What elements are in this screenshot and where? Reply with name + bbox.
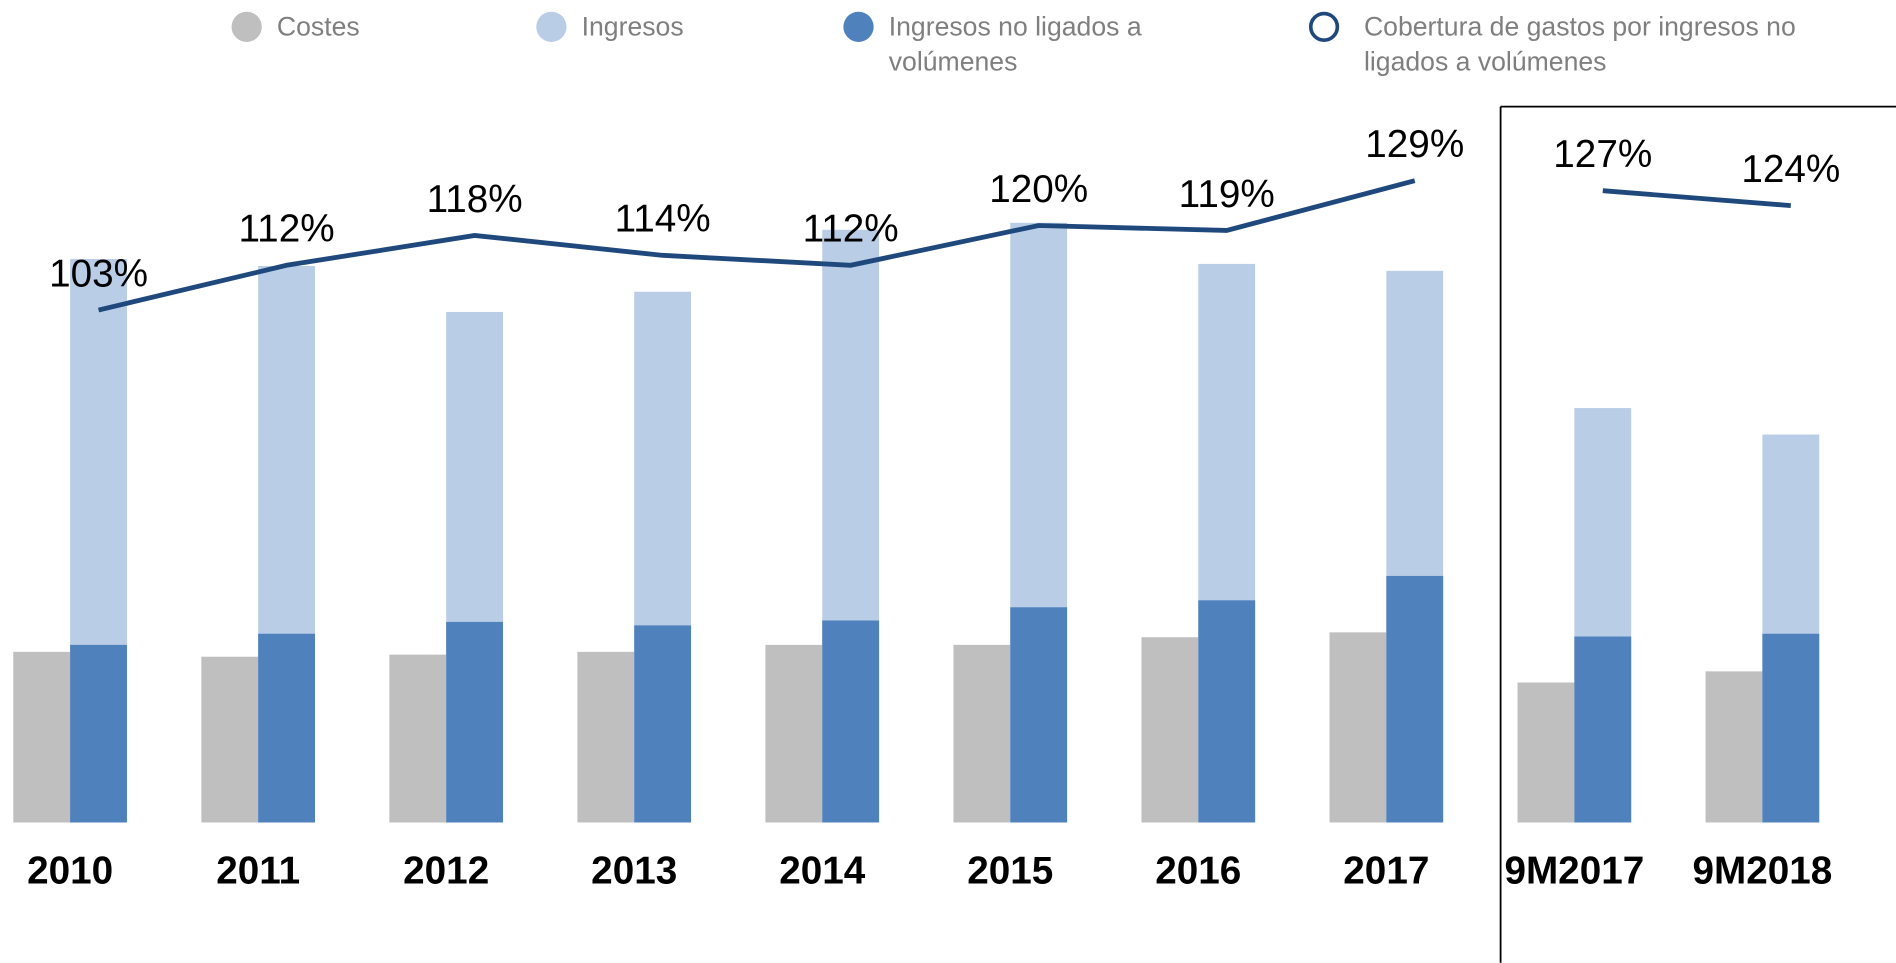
bar: [822, 620, 880, 823]
data-label: 103%: [49, 252, 148, 295]
bar: [13, 651, 71, 823]
x-tick-label: 2010: [27, 849, 113, 892]
data-label: 127%: [1553, 133, 1652, 176]
bar: [1386, 575, 1444, 823]
data-label: 119%: [1179, 173, 1275, 216]
x-tick-label: 2017: [1343, 849, 1429, 892]
bar: [953, 644, 1011, 823]
x-tick-label: 2016: [1155, 849, 1241, 892]
bar: [201, 656, 259, 823]
bar: [389, 654, 447, 823]
data-label: 114%: [615, 198, 711, 241]
bar: [1198, 600, 1256, 823]
x-tick-label: 2012: [403, 849, 489, 892]
bar: [1010, 607, 1068, 823]
x-tick-label: 9M2017: [1504, 849, 1644, 892]
legend-label: Ingresos: [581, 11, 684, 42]
legend-item: Cobertura de gastos por ingresos no liga…: [1363, 11, 1796, 77]
bar: [1329, 632, 1387, 823]
data-label: 129%: [1365, 123, 1464, 166]
data-label: 118%: [427, 178, 523, 221]
bar: [634, 625, 692, 823]
bar: [577, 651, 635, 823]
data-label: 120%: [989, 168, 1088, 211]
legend-item: Costes: [276, 11, 360, 42]
bar: [1762, 633, 1820, 823]
legend-label: Ingresos no ligados a volúmenes: [888, 11, 1142, 77]
line: [1602, 188, 1791, 209]
bar: [1517, 682, 1575, 823]
bar: [446, 621, 504, 823]
bar: [1574, 636, 1632, 823]
legend-marker: [231, 11, 262, 42]
x-tick-label: 2015: [967, 849, 1053, 892]
legend-marker: [536, 11, 567, 42]
bar: [258, 633, 315, 823]
data-label: 112%: [803, 208, 899, 251]
data-label: 112%: [239, 208, 335, 251]
bar: [70, 644, 127, 823]
data-label: 124%: [1741, 148, 1840, 191]
legend-item: Ingresos: [581, 11, 684, 42]
bar: [1705, 671, 1763, 823]
legend-item: Ingresos no ligados a volúmenes: [888, 11, 1142, 77]
bar: [765, 644, 823, 823]
legend-label: Costes: [276, 11, 360, 42]
x-tick-label: 2014: [779, 849, 866, 892]
line: [97, 178, 1416, 313]
legend-marker: [843, 11, 874, 42]
bar: [1141, 637, 1199, 823]
legend-marker: [1308, 11, 1340, 42]
x-tick-label: 9M2018: [1692, 849, 1832, 892]
x-tick-label: 2013: [591, 849, 677, 892]
legend-label: Cobertura de gastos por ingresos no liga…: [1363, 11, 1796, 77]
x-tick-label: 2011: [216, 849, 300, 892]
